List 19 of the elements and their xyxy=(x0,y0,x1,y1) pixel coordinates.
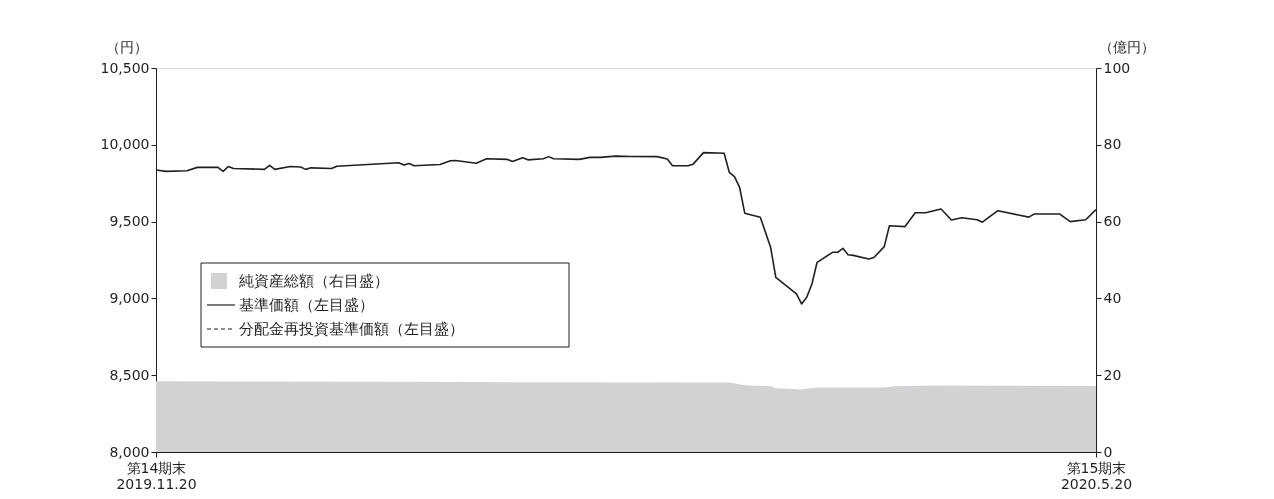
y2-tick-label: 0 xyxy=(1103,443,1113,460)
legend-label: 純資産総額（右目盛） xyxy=(239,272,389,290)
x-tick-label: 第14期末 2019.11.20 xyxy=(116,459,197,492)
y2-tick-label: 100 xyxy=(1103,59,1131,76)
legend-label: 基準価額（左目盛） xyxy=(239,296,374,314)
y2-tick-label: 60 xyxy=(1103,213,1122,230)
y2-tick-label: 40 xyxy=(1103,289,1122,306)
y2-tick-label: 80 xyxy=(1103,136,1122,153)
y-tick-label: 10,000 xyxy=(100,136,150,153)
y-tick-label: 10,500 xyxy=(100,59,150,76)
legend-label: 分配金再投資基準価額（左目盛） xyxy=(239,320,464,338)
y2-axis-title: （億円） xyxy=(1098,38,1155,55)
y-tick-label: 8,500 xyxy=(109,366,150,383)
y-tick-label: 9,500 xyxy=(109,213,150,230)
y-tick-label: 8,000 xyxy=(109,443,150,460)
x-tick-label: 第15期末 2020.5.20 xyxy=(1060,459,1133,492)
y-tick-label: 9,000 xyxy=(109,289,150,306)
y2-tick-label: 20 xyxy=(1103,366,1122,383)
y-axis-title: （円） xyxy=(105,38,148,55)
